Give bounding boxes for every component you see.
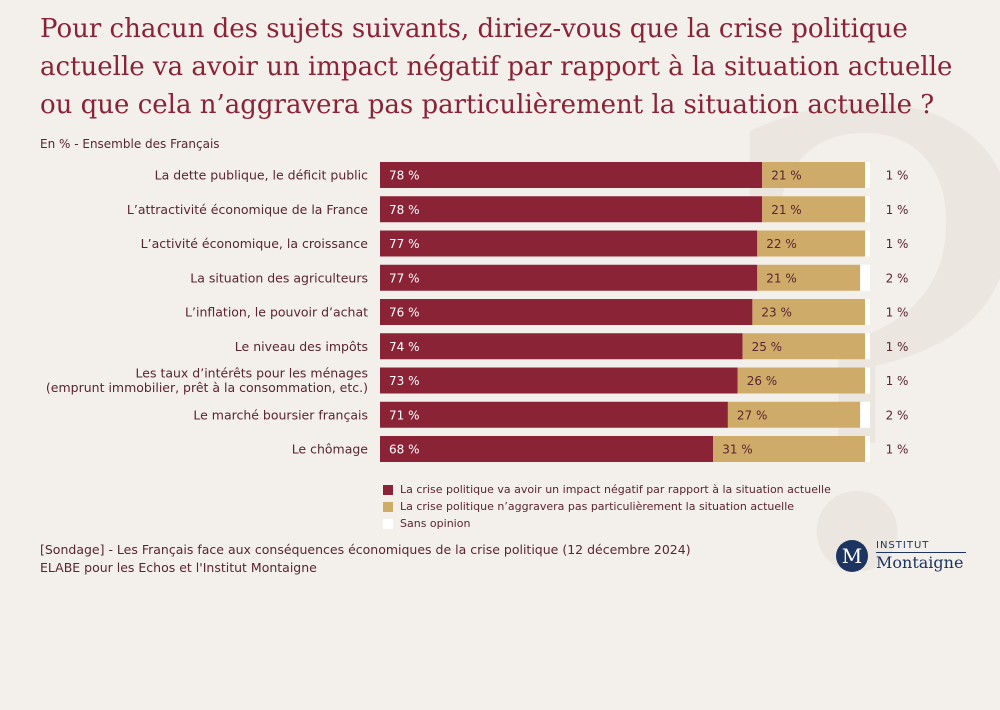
data-label-pas-aggravation: 27 %: [737, 408, 768, 422]
data-label-sans-opinion: 2 %: [886, 271, 909, 285]
bar-sans-opinion: [865, 333, 870, 360]
bar-pas-aggravation: [742, 333, 866, 360]
data-label-pas-aggravation: 31 %: [722, 443, 753, 457]
data-label-sans-opinion: 1 %: [886, 237, 909, 251]
legend: La crise politique va avoir un impact né…: [383, 481, 831, 532]
bar-pas-aggravation: [713, 436, 866, 462]
data-label-negatif: 77 %: [389, 271, 420, 285]
category-label: Le marché boursier français: [193, 407, 368, 422]
category-label: L’activité économique, la croissance: [141, 236, 369, 251]
category-label: Les taux d’intérêts pour les ménages (emp…: [46, 366, 368, 396]
legend-label-sans-opinion: Sans opinion: [400, 517, 471, 530]
category-label: Le niveau des impôts: [235, 339, 368, 354]
category-label: L’inflation, le pouvoir d’achat: [185, 305, 368, 320]
bar-sans-opinion: [865, 299, 870, 325]
category-label: La dette publique, le déficit public: [155, 168, 369, 183]
data-label-pas-aggravation: 21 %: [771, 169, 802, 183]
bar-negatif: [380, 264, 758, 291]
institut-montaigne-logo: M INSTITUT Montaigne: [836, 540, 966, 572]
chart-title: Pour chacun des sujets suivants, diriez-…: [40, 14, 953, 120]
category-label: L’attractivité économique de la France: [127, 202, 368, 217]
data-label-pas-aggravation: 25 %: [752, 340, 783, 354]
bar-sans-opinion: [865, 162, 870, 188]
data-label-pas-aggravation: 23 %: [761, 306, 792, 320]
logo-top-text: INSTITUT: [876, 540, 966, 553]
data-label-sans-opinion: 2 %: [886, 408, 909, 422]
bar-negatif: [380, 196, 763, 223]
bar-sans-opinion: [865, 436, 870, 462]
data-label-sans-opinion: 1 %: [886, 169, 909, 183]
data-label-pas-aggravation: 22 %: [766, 237, 797, 251]
bar-negatif: [380, 162, 763, 188]
data-label-sans-opinion: 1 %: [886, 203, 909, 217]
data-label-negatif: 71 %: [389, 408, 420, 422]
data-label-negatif: 68 %: [389, 443, 420, 457]
bar-negatif: [380, 436, 714, 462]
data-label-negatif: 78 %: [389, 203, 420, 217]
source-line: [Sondage] - Les Français face aux conséq…: [40, 542, 691, 557]
logo-bottom-text: Montaigne: [876, 553, 964, 572]
legend-swatch-pas-aggravation: [383, 501, 393, 512]
bar-sans-opinion: [860, 401, 870, 428]
credit-line: ELABE pour les Echos et l'Institut Monta…: [40, 560, 317, 575]
data-label-negatif: 78 %: [389, 169, 420, 183]
bar-pas-aggravation: [752, 299, 866, 325]
bar-pas-aggravation: [727, 401, 861, 428]
data-label-sans-opinion: 1 %: [886, 374, 909, 388]
bar-pas-aggravation: [762, 196, 866, 223]
legend-item-sans-opinion: Sans opinion: [383, 515, 831, 532]
data-label-sans-opinion: 1 %: [886, 443, 909, 457]
legend-swatch-sans-opinion: [383, 518, 393, 529]
legend-item-negatif: La crise politique va avoir un impact né…: [383, 481, 831, 498]
chart-subtitle: En % - Ensemble des Français: [40, 137, 220, 151]
data-label-pas-aggravation: 21 %: [766, 271, 797, 285]
data-label-sans-opinion: 1 %: [886, 340, 909, 354]
bar-sans-opinion: [860, 264, 870, 291]
bar-sans-opinion: [865, 196, 870, 223]
data-label-negatif: 76 %: [389, 306, 420, 320]
data-label-negatif: 73 %: [389, 374, 420, 388]
category-label: Le chômage: [292, 442, 369, 457]
category-label: La situation des agriculteurs: [190, 270, 368, 285]
bar-negatif: [380, 299, 753, 325]
data-label-pas-aggravation: 21 %: [771, 203, 802, 217]
data-label-pas-aggravation: 26 %: [747, 374, 778, 388]
bar-negatif: [380, 230, 758, 257]
legend-label-negatif: La crise politique va avoir un impact né…: [400, 483, 831, 496]
bar-pas-aggravation: [757, 264, 861, 291]
data-label-sans-opinion: 1 %: [886, 306, 909, 320]
bar-sans-opinion: [865, 230, 870, 257]
bar-negatif: [380, 367, 738, 394]
bar-negatif: [380, 333, 743, 360]
legend-label-pas-aggravation: La crise politique n’aggravera pas parti…: [400, 500, 795, 513]
bar-negatif: [380, 401, 728, 428]
bar-sans-opinion: [865, 367, 870, 394]
bar-pas-aggravation: [737, 367, 866, 394]
bar-pas-aggravation: [757, 230, 866, 257]
legend-swatch-negatif: [383, 484, 393, 495]
chart-canvas: La dette publique, le déficit public 78 %…: [46, 162, 909, 462]
data-label-negatif: 74 %: [389, 340, 420, 354]
logo-mark: M: [836, 540, 868, 572]
data-label-negatif: 77 %: [389, 237, 420, 251]
footer: [Sondage] - Les Français face aux conséq…: [40, 541, 691, 577]
legend-item-pas-aggravation: La crise politique n’aggravera pas parti…: [383, 498, 831, 515]
bar-pas-aggravation: [762, 162, 866, 188]
